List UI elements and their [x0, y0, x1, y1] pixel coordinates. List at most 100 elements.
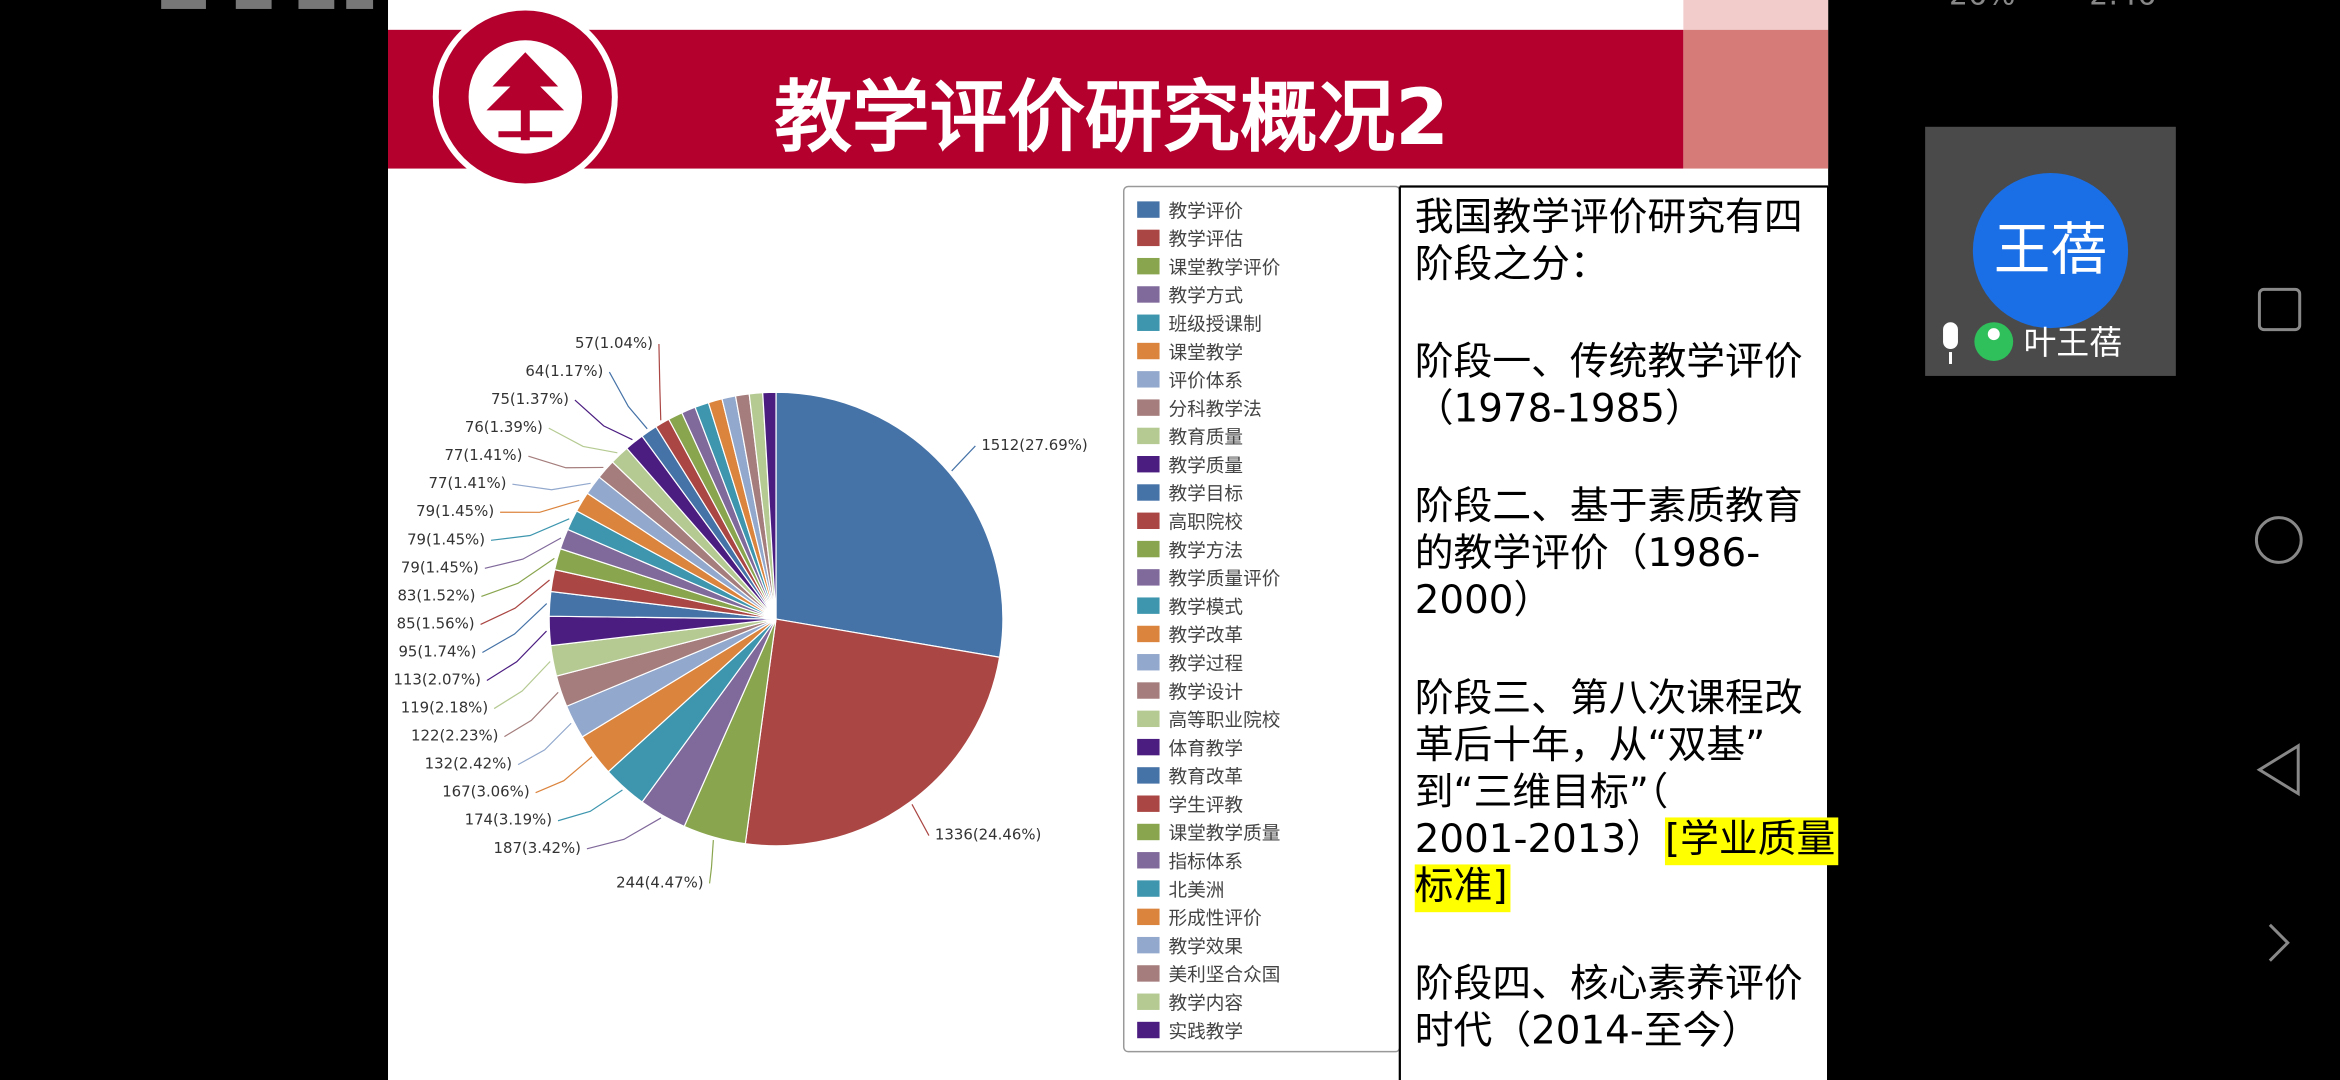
legend-swatch	[1137, 908, 1160, 926]
legend-swatch	[1137, 936, 1160, 954]
legend-swatch	[1137, 993, 1160, 1010]
leader-line	[574, 399, 633, 441]
data-label: 174(3.19%)	[465, 811, 552, 829]
data-label: 75(1.37%)	[491, 390, 569, 408]
legend-swatch	[1137, 710, 1160, 728]
leader-line	[480, 579, 550, 625]
data-label: 85(1.56%)	[397, 614, 475, 632]
panel-line: 阶段之分：	[1415, 242, 1609, 287]
legend-label: 教育质量	[1169, 428, 1244, 449]
panel-line: 阶段一、传统教学评价	[1415, 339, 1803, 384]
pie-slice	[775, 391, 1004, 658]
pie-chart: 1512(27.69%) 1336(24.46%) 244(4.47%) 187(3.…	[393, 334, 1087, 891]
legend-swatch	[1137, 569, 1160, 586]
leader-line	[608, 371, 648, 430]
legend-label: 北美洲	[1169, 880, 1225, 901]
legend-swatch	[1137, 229, 1160, 247]
data-label: 244(4.47%)	[616, 873, 703, 891]
legend-swatch	[1137, 738, 1160, 756]
banner-accent	[1683, 0, 1829, 30]
pie-slice	[744, 618, 1001, 847]
data-label: 79(1.45%)	[401, 558, 479, 576]
leader-line	[548, 427, 618, 454]
leader-line	[951, 445, 976, 472]
leader-line	[493, 661, 551, 710]
leader-line	[557, 789, 623, 822]
data-label: 79(1.45%)	[407, 530, 485, 548]
participant-tile[interactable]: 王蓓 叶王蓓	[1925, 126, 2176, 376]
data-label: 1336(24.46%)	[935, 826, 1041, 844]
data-label: 132(2.42%)	[425, 755, 512, 773]
legend-label: 教学评估	[1169, 230, 1244, 251]
leader-line	[486, 630, 547, 682]
legend-label: 教学目标	[1169, 484, 1244, 505]
legend-swatch	[1137, 823, 1160, 841]
status-icons	[161, 0, 374, 9]
panel-line: 阶段三、第八次课程改	[1415, 676, 1803, 721]
legend-swatch	[1137, 512, 1160, 529]
legend-label: 课堂教学评价	[1169, 258, 1281, 279]
legend-label: 体育教学	[1169, 739, 1244, 760]
legend-label: 指标体系	[1169, 852, 1244, 873]
expand-button[interactable]	[2268, 923, 2290, 962]
data-label: 119(2.18%)	[401, 699, 488, 717]
legend-swatch	[1137, 314, 1160, 331]
data-label: 77(1.41%)	[428, 474, 506, 492]
legend-box	[1122, 185, 1401, 1053]
panel-line: 阶段四、核心素养评价	[1415, 962, 1803, 1007]
legend-label: 教学方式	[1169, 286, 1244, 307]
leader-line	[517, 722, 572, 766]
mic-icon	[1943, 322, 1958, 364]
leader-line	[512, 482, 591, 491]
recents-button[interactable]	[2257, 287, 2302, 332]
leader-line	[911, 804, 930, 836]
leader-line	[490, 518, 570, 541]
slide-title: 教学评价研究概况2	[774, 73, 1449, 163]
leader-line	[482, 603, 548, 653]
legend-label: 教学过程	[1169, 654, 1244, 675]
legend-label: 学生评教	[1169, 795, 1244, 816]
legend-label: 教学质量	[1169, 456, 1244, 477]
panel-line: 革后十年，从“双基”	[1415, 723, 1766, 768]
leader-line	[586, 817, 662, 850]
legend-label: 教学设计	[1169, 682, 1244, 703]
banner-accent	[1683, 29, 1829, 169]
back-button[interactable]	[2256, 743, 2300, 797]
panel-line: 我国教学评价研究有四	[1415, 195, 1803, 240]
legend-swatch	[1137, 654, 1160, 671]
avatar-text: 王蓓	[1994, 217, 2107, 283]
legend-swatch	[1137, 427, 1160, 445]
legend-label: 教学模式	[1169, 597, 1244, 618]
data-label: 95(1.74%)	[398, 642, 476, 660]
panel-line: （1978-1985）	[1415, 386, 1704, 431]
data-label: 167(3.06%)	[442, 783, 529, 801]
legend-label: 教学方法	[1169, 541, 1244, 562]
leader-line	[535, 756, 593, 794]
user-icon	[1974, 322, 2014, 361]
leader-line	[658, 343, 662, 421]
legend-swatch	[1137, 540, 1160, 558]
legend-swatch	[1137, 484, 1160, 501]
highlighted-text: 标准]	[1415, 864, 1508, 909]
data-label: 76(1.39%)	[465, 418, 543, 436]
legend-swatch	[1137, 965, 1160, 982]
legend-label: 美利坚合众国	[1169, 965, 1281, 986]
clock: 2:46	[2089, 0, 2156, 12]
leader-line	[708, 840, 714, 884]
legend-swatch	[1137, 201, 1160, 218]
legend-label: 课堂教学质量	[1169, 824, 1281, 845]
leader-line	[500, 499, 580, 513]
panel-line: 2000）	[1415, 578, 1553, 623]
leader-line	[528, 455, 604, 469]
legend-swatch	[1137, 767, 1160, 784]
legend-label: 高职院校	[1169, 513, 1244, 534]
panel-line: 阶段二、基于素质教育	[1415, 484, 1803, 529]
home-button[interactable]	[2254, 516, 2303, 564]
highlight	[1414, 864, 1511, 913]
legend-label: 教学质量评价	[1169, 569, 1281, 590]
legend-label: 教育改革	[1169, 767, 1244, 788]
legend-swatch	[1137, 795, 1160, 812]
legend-label: 形成性评价	[1169, 909, 1263, 930]
